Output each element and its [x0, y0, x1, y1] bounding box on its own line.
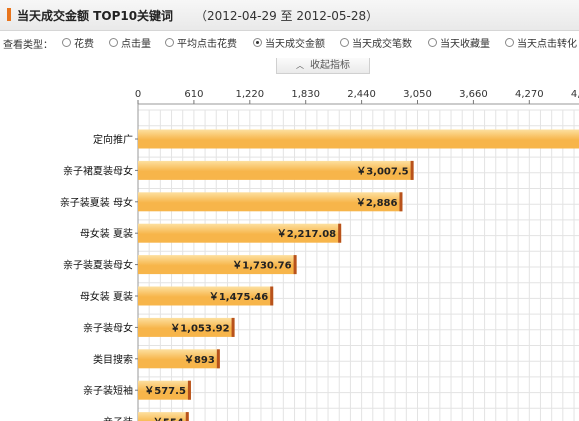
option-label: 花费 [74, 39, 94, 50]
bar-end-cap [231, 317, 235, 337]
option-label: 当天成交笔数 [352, 39, 412, 50]
value-label: ￥1,475.46 [209, 292, 268, 303]
option-label: 平均点击花费 [177, 39, 237, 50]
value-labels: ￥6,011￥3,007.5￥2,886￥2,217.08￥1,730.76￥1… [144, 166, 408, 421]
radio-icon[interactable] [62, 38, 71, 47]
bar-end-cap [187, 380, 191, 400]
option-click-conversion[interactable]: 当天点击转化 [505, 35, 577, 50]
option-cost[interactable]: 花费 [62, 35, 94, 50]
option-label: 当天点击转化 [517, 39, 577, 50]
bar-end-cap [185, 412, 189, 421]
radio-icon[interactable] [340, 38, 349, 47]
option-label: 当天收藏量 [440, 39, 490, 50]
bar [138, 192, 403, 212]
category-label: 母女装 夏装 [80, 290, 133, 303]
bar [138, 286, 274, 306]
value-label: ￥1,730.76 [232, 261, 291, 272]
bar [138, 380, 191, 400]
bar-end-cap [399, 192, 403, 212]
option-daily-orders[interactable]: 当天成交笔数 [340, 35, 412, 50]
bar [138, 255, 297, 275]
x-tick-label: 3,050 [403, 89, 432, 100]
chevron-up-icon: ︿ [296, 61, 304, 70]
bar-chart: 06101,2201,8302,4403,0503,6604,2704,8805… [60, 89, 579, 421]
bar-end-cap [216, 349, 220, 369]
category-label: 亲子装 [103, 416, 133, 421]
value-label: ￥2,217.08 [277, 229, 336, 240]
category-label: 类目搜索 [93, 353, 133, 366]
bar [138, 412, 189, 421]
category-label: 亲子装夏装母女 [63, 259, 133, 272]
collapse-metrics-button[interactable]: ︿ 收起指标 [276, 58, 370, 74]
radio-icon[interactable] [109, 38, 118, 47]
x-axis-ticks: 06101,2201,8302,4403,0503,6604,2704,8805… [135, 89, 579, 104]
collapse-label: 收起指标 [310, 60, 350, 71]
title-accent-bar [7, 8, 11, 21]
view-type-label: 查看类型： [3, 40, 53, 51]
x-tick-label: 2,440 [347, 89, 376, 100]
bar-end-cap [338, 223, 342, 243]
value-label: ￥893 [184, 355, 215, 366]
bar-series [138, 129, 579, 421]
x-tick-label: 0 [135, 89, 141, 100]
option-daily-turnover[interactable]: 当天成交金额 [253, 35, 325, 50]
category-label: 定向推广 [93, 133, 133, 146]
bar [138, 223, 342, 243]
chart-header: 当天成交金额 TOP10关键词 （2012-04-29 至 2012-05-28… [0, 0, 579, 31]
radio-icon[interactable] [428, 38, 437, 47]
category-label: 母女装 夏装 [80, 227, 133, 240]
view-type-filter: 查看类型： 花费 点击量 平均点击花费 当天成交金额 当天成交笔数 当天收藏量 … [0, 34, 579, 54]
x-tick-label: 4,880 [571, 89, 579, 100]
radio-selected-icon[interactable] [253, 38, 262, 47]
x-tick-label: 4,270 [515, 89, 544, 100]
option-label: 当天成交金额 [265, 39, 325, 50]
value-label: ￥554 [153, 418, 184, 421]
category-label: 亲子装夏装 母女 [60, 196, 133, 209]
radio-icon[interactable] [505, 38, 514, 47]
bar [138, 160, 414, 180]
category-label: 亲子装母女 [83, 321, 133, 334]
bar-end-cap [293, 255, 297, 275]
x-tick-label: 610 [184, 89, 203, 100]
bar [138, 129, 579, 149]
option-avg-click-cost[interactable]: 平均点击花费 [165, 35, 237, 50]
value-label: ￥1,053.92 [170, 323, 229, 334]
x-tick-label: 1,830 [291, 89, 320, 100]
value-label: ￥3,007.5 [356, 166, 408, 177]
value-label: ￥577.5 [144, 386, 186, 397]
x-tick-label: 3,660 [459, 89, 488, 100]
bar [138, 349, 220, 369]
x-tick-label: 1,220 [235, 89, 264, 100]
bar-end-cap [270, 286, 274, 306]
option-daily-favorites[interactable]: 当天收藏量 [428, 35, 490, 50]
date-range: （2012-04-29 至 2012-05-28） [195, 9, 379, 23]
radio-icon[interactable] [165, 38, 174, 47]
bar-end-cap [410, 160, 414, 180]
option-clicks[interactable]: 点击量 [109, 35, 151, 50]
category-label: 亲子裙夏装母女 [63, 164, 133, 177]
category-label: 亲子装短袖 [83, 384, 133, 397]
value-label: ￥2,886 [356, 198, 398, 209]
option-label: 点击量 [121, 39, 151, 50]
chart-title: 当天成交金额 TOP10关键词 [17, 9, 174, 23]
bar [138, 317, 235, 337]
